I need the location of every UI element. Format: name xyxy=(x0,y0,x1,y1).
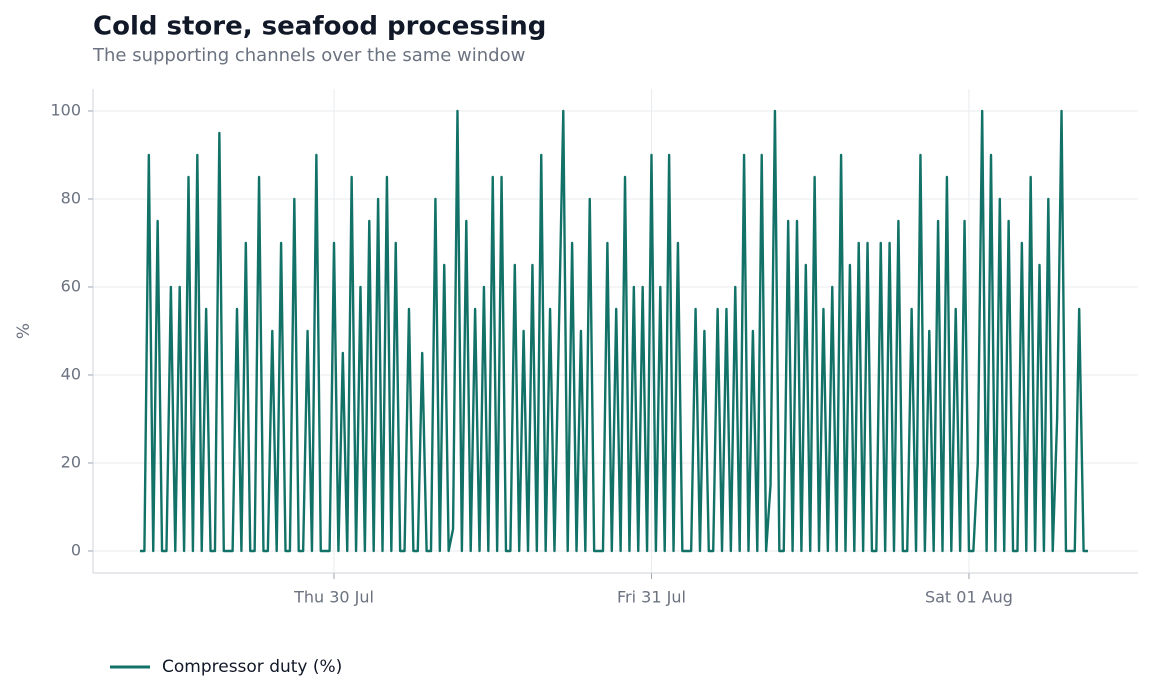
chart-subtitle: The supporting channels over the same wi… xyxy=(92,45,525,66)
y-axis-label: % xyxy=(14,323,34,339)
chart-title: Cold store, seafood processing xyxy=(93,12,546,42)
x-tick-label: Sat 01 Aug xyxy=(925,588,1013,607)
x-tick-label: Thu 30 Jul xyxy=(293,588,374,607)
legend-label: Compressor duty (%) xyxy=(162,657,342,677)
y-tick-label: 60 xyxy=(61,277,81,296)
x-tick-label: Fri 31 Jul xyxy=(617,588,686,607)
y-tick-label: 20 xyxy=(61,453,81,472)
y-tick-label: 100 xyxy=(50,101,81,120)
y-tick-label: 0 xyxy=(71,541,81,560)
data-line xyxy=(140,109,1088,553)
y-tick-label: 80 xyxy=(61,189,81,208)
y-tick-label: 40 xyxy=(61,365,81,384)
